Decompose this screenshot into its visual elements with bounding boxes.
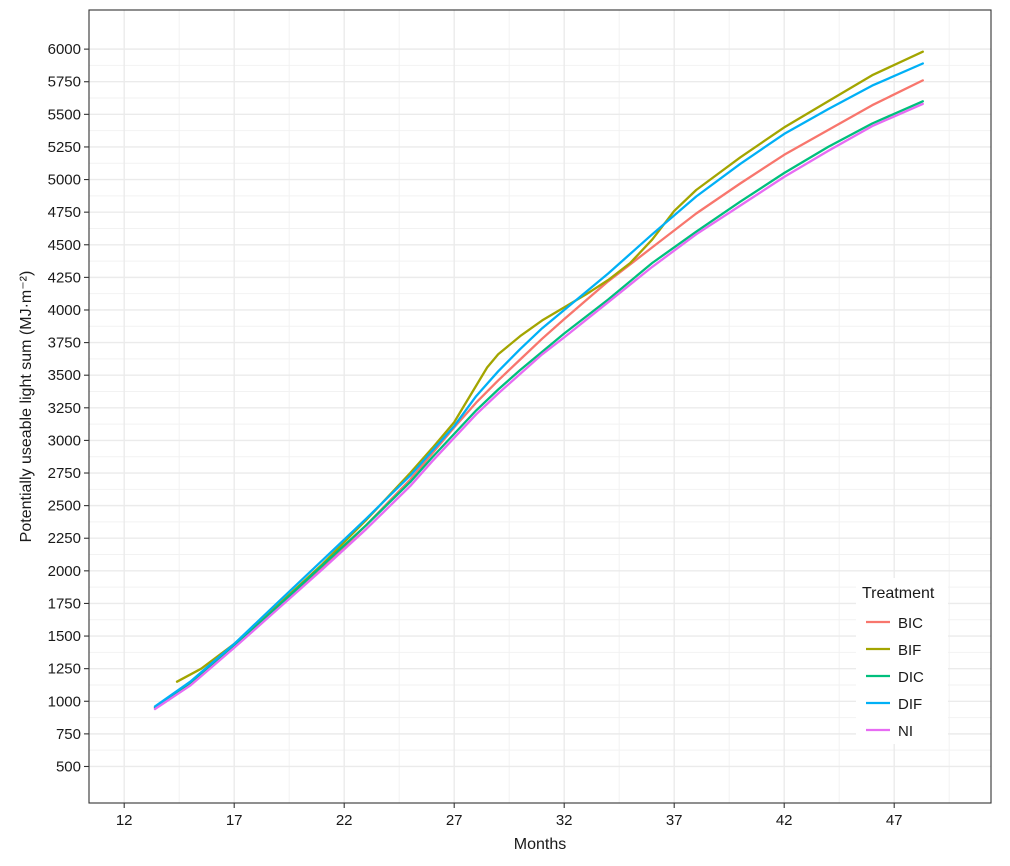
legend-background [856, 578, 948, 744]
y-tick-label: 4000 [48, 302, 81, 319]
x-tick-label: 27 [446, 812, 463, 829]
x-tick-label: 12 [116, 812, 133, 829]
x-axis: 12 17 22 27 32 37 42 47 [116, 803, 903, 829]
x-tick-label: 22 [336, 812, 353, 829]
y-tick-label: 3750 [48, 335, 81, 352]
legend-label-bic: BIC [898, 615, 923, 632]
y-tick-label: 6000 [48, 41, 81, 58]
x-tick-label: 47 [886, 812, 903, 829]
y-tick-label: 3500 [48, 367, 81, 384]
y-tick-label: 3250 [48, 400, 81, 417]
legend-title: Treatment [862, 585, 935, 602]
series-line-dic [153, 100, 924, 709]
legend-label-dic: DIC [898, 669, 924, 686]
y-tick-label: 2000 [48, 563, 81, 580]
y-axis: 500 750 1000 1250 1500 1750 2000 2250 2500 2750 30… [48, 41, 89, 775]
legend-label-ni: NI [898, 723, 913, 740]
y-tick-label: 1500 [48, 628, 81, 645]
y-tick-label: 4500 [48, 237, 81, 254]
x-tick-label: 37 [666, 812, 683, 829]
legend-label-dif: DIF [898, 696, 922, 713]
grid [89, 10, 991, 803]
series-line-ni [153, 102, 924, 711]
legend: Treatment BIC BIF DIC DIF NI [856, 578, 948, 744]
y-tick-label: 3000 [48, 432, 81, 449]
y-tick-label: 4750 [48, 204, 81, 221]
y-tick-label: 500 [56, 758, 81, 775]
y-tick-label: 5000 [48, 172, 81, 189]
y-tick-label: 1000 [48, 693, 81, 710]
legend-label-bif: BIF [898, 642, 921, 659]
y-tick-label: 5500 [48, 106, 81, 123]
y-tick-label: 5250 [48, 139, 81, 156]
series-line-dif [153, 62, 924, 708]
y-tick-label: 1250 [48, 661, 81, 678]
y-tick-label: 2750 [48, 465, 81, 482]
y-tick-label: 2500 [48, 498, 81, 515]
y-axis-title: Potentially useable light sum (MJ·m⁻²) [18, 271, 35, 543]
plot-panel-border [88, 9, 992, 804]
x-tick-label: 42 [776, 812, 793, 829]
y-tick-label: 2250 [48, 530, 81, 547]
x-axis-title: Months [514, 836, 566, 853]
x-tick-label: 17 [226, 812, 243, 829]
series-lines [153, 50, 924, 711]
y-tick-label: 5750 [48, 74, 81, 91]
y-tick-label: 4250 [48, 269, 81, 286]
y-tick-label: 1750 [48, 595, 81, 612]
series-line-bif [175, 50, 924, 683]
x-tick-label: 32 [556, 812, 573, 829]
y-tick-label: 750 [56, 726, 81, 743]
